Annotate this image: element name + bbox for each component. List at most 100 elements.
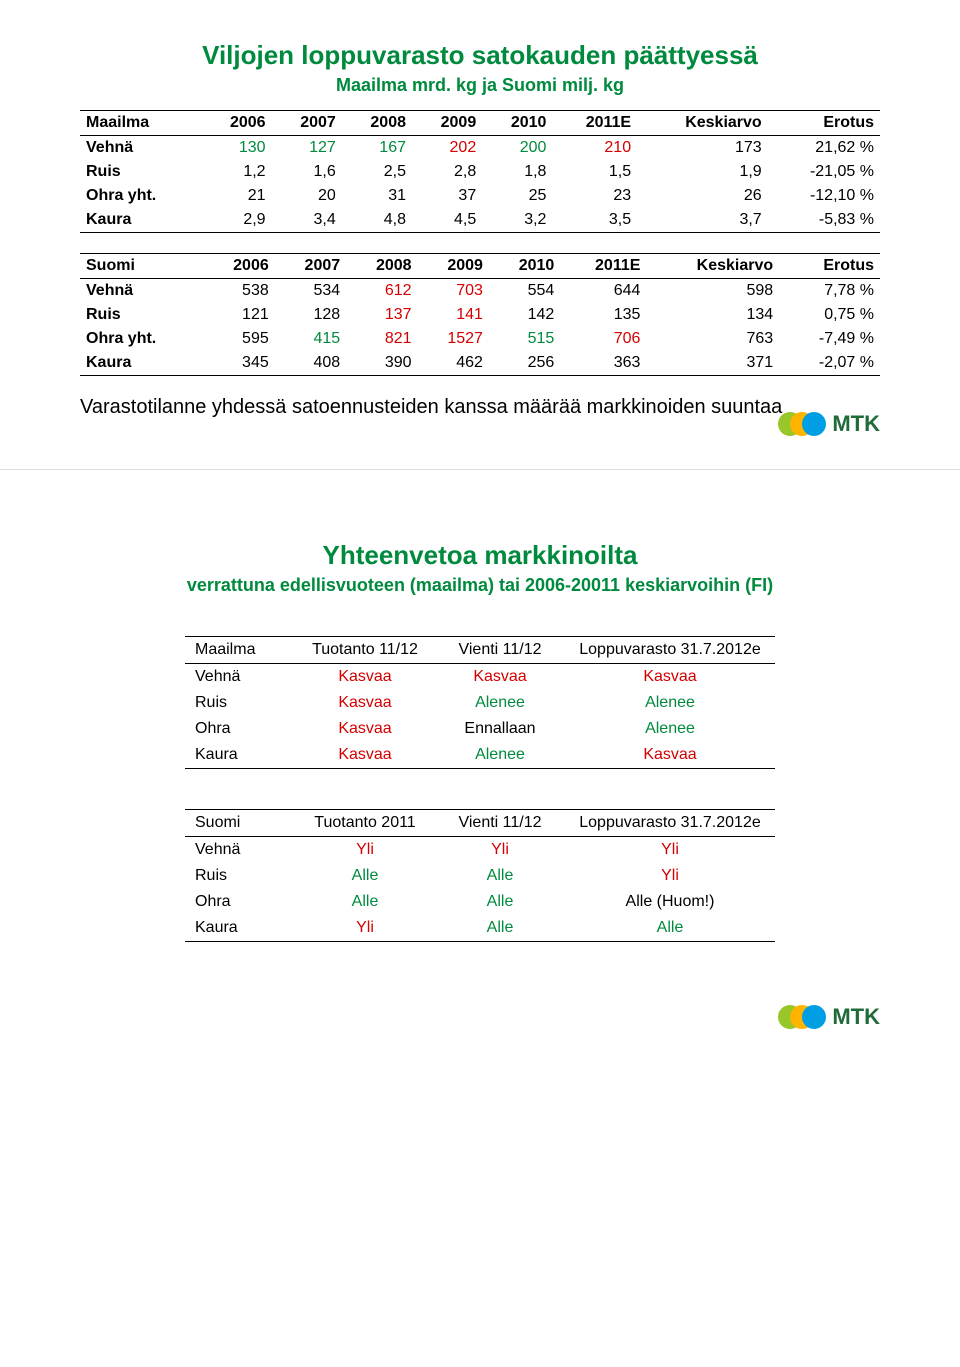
cell: Kasvaa [295,690,435,716]
row-label: Ohra [185,889,295,915]
cell: 3,7 [637,208,768,233]
cell: 2,9 [201,208,271,233]
cell: Kasvaa [295,716,435,742]
row-label: Vehnä [185,664,295,691]
cell: -21,05 % [768,160,880,184]
cell: 141 [418,303,489,327]
cell: Kasvaa [295,664,435,691]
row-label: Ruis [80,303,203,327]
cell: 127 [272,136,342,161]
cell: 130 [201,136,271,161]
cell: -7,49 % [779,327,880,351]
cell: -5,83 % [768,208,880,233]
cell: Yli [565,863,775,889]
col-header: 2006 [201,111,271,136]
cell: 137 [346,303,417,327]
col-header: Erotus [768,111,880,136]
row-label: Vehnä [80,136,201,161]
col-header: 2007 [272,111,342,136]
cell: 408 [275,351,346,376]
cell: Kasvaa [565,742,775,769]
cell: Alenee [435,690,565,716]
mtk-logo-text: MTK [832,1004,880,1030]
cell: Alle [295,889,435,915]
cell: 345 [203,351,274,376]
cell: 121 [203,303,274,327]
cell: -2,07 % [779,351,880,376]
col-header: 2009 [418,254,489,279]
cell: 1,6 [272,160,342,184]
slide2-title: Yhteenvetoa markkinoilta [80,540,880,571]
cell: 763 [646,327,779,351]
cell: 173 [637,136,768,161]
col-header: Vienti 11/12 [435,810,565,837]
slide-1: Viljojen loppuvarasto satokauden päättye… [0,0,960,469]
col-header: 2011E [560,254,646,279]
col-header: 2010 [489,254,560,279]
mtk-logo-text: MTK [832,411,880,437]
cell: 363 [560,351,646,376]
row-label: Vehnä [185,837,295,864]
slide2-subtitle: verrattuna edellisvuoteen (maailma) tai … [80,575,880,596]
cell: 37 [412,184,482,208]
cell: 256 [489,351,560,376]
row-label: Ruis [80,160,201,184]
cell: 20 [272,184,342,208]
mtk-logo: MTK [778,409,880,439]
cell: 1,2 [201,160,271,184]
cell: Alle [435,889,565,915]
cell: Alenee [565,716,775,742]
row-label: Kaura [185,742,295,769]
cell: 200 [482,136,552,161]
summary-table-world: MaailmaTuotanto 11/12Vienti 11/12Loppuva… [185,636,775,769]
cell: 821 [346,327,417,351]
cell: Yli [565,837,775,864]
mtk-logo-icon [778,409,826,439]
col-header: Keskiarvo [637,111,768,136]
cell: 31 [342,184,412,208]
col-header: 2008 [346,254,417,279]
cell: 0,75 % [779,303,880,327]
cell: Alenee [435,742,565,769]
cell: 142 [489,303,560,327]
cell: 21,62 % [768,136,880,161]
cell: 538 [203,279,274,304]
row-label: Ohra [185,716,295,742]
cell: 554 [489,279,560,304]
col-header: 2008 [342,111,412,136]
cell: 25 [482,184,552,208]
cell: 26 [637,184,768,208]
cell: 371 [646,351,779,376]
slide-2: Yhteenvetoa markkinoilta verrattuna edel… [0,470,960,1062]
row-label: Kaura [80,208,201,233]
cell: Yli [435,837,565,864]
cell: 2,8 [412,160,482,184]
cell: 612 [346,279,417,304]
cell: Alle [435,863,565,889]
slide1-title: Viljojen loppuvarasto satokauden päättye… [80,40,880,71]
col-header: Tuotanto 11/12 [295,637,435,664]
cell: Alle [295,863,435,889]
cell: Yli [295,915,435,942]
mtk-logo: MTK [778,1002,880,1032]
row-label: Vehnä [80,279,203,304]
cell: 534 [275,279,346,304]
col-header: 2011E [552,111,637,136]
cell: 1527 [418,327,489,351]
col-header: Tuotanto 2011 [295,810,435,837]
cell: 4,8 [342,208,412,233]
row-label: Kaura [80,351,203,376]
cell: 7,78 % [779,279,880,304]
table-world-stocks: Maailma200620072008200920102011EKeskiarv… [80,110,880,233]
cell: Alle (Huom!) [565,889,775,915]
cell: 4,5 [412,208,482,233]
cell: Ennallaan [435,716,565,742]
cell: Alle [435,915,565,942]
cell: 1,8 [482,160,552,184]
row-label: Ohra yht. [80,327,203,351]
cell: 21 [201,184,271,208]
cell: 128 [275,303,346,327]
col-header: Loppuvarasto 31.7.2012e [565,637,775,664]
col-header: 2010 [482,111,552,136]
cell: 23 [552,184,637,208]
